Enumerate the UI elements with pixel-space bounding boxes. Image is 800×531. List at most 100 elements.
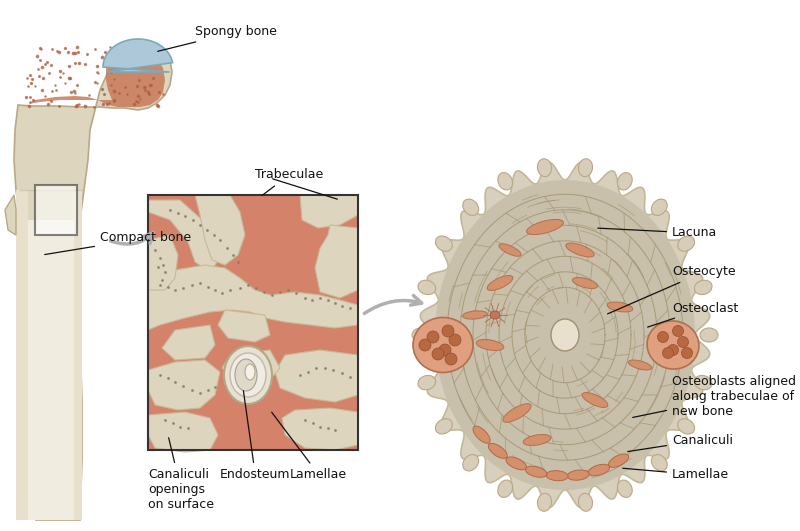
Polygon shape <box>14 42 172 520</box>
Ellipse shape <box>462 199 478 216</box>
Polygon shape <box>148 265 358 330</box>
Ellipse shape <box>582 392 608 407</box>
Text: Osteocyte: Osteocyte <box>607 266 736 314</box>
Circle shape <box>449 334 461 346</box>
Ellipse shape <box>651 199 667 216</box>
Ellipse shape <box>490 311 500 319</box>
FancyArrowPatch shape <box>110 233 154 244</box>
Ellipse shape <box>546 470 568 481</box>
Ellipse shape <box>473 426 490 443</box>
Circle shape <box>682 347 693 358</box>
Ellipse shape <box>538 493 551 511</box>
Ellipse shape <box>506 457 526 470</box>
Ellipse shape <box>551 319 579 351</box>
Ellipse shape <box>628 360 652 370</box>
Ellipse shape <box>498 480 513 498</box>
Ellipse shape <box>230 353 266 397</box>
Ellipse shape <box>435 236 452 251</box>
Circle shape <box>673 326 683 337</box>
Ellipse shape <box>588 464 610 476</box>
Circle shape <box>442 325 454 337</box>
Polygon shape <box>148 412 218 452</box>
Ellipse shape <box>618 480 632 498</box>
Text: Lacuna: Lacuna <box>598 227 718 239</box>
Bar <box>35 185 77 235</box>
Polygon shape <box>222 350 280 382</box>
Ellipse shape <box>476 339 504 350</box>
Ellipse shape <box>245 364 255 380</box>
Ellipse shape <box>651 455 667 471</box>
Polygon shape <box>162 325 215 360</box>
Ellipse shape <box>418 280 436 295</box>
Circle shape <box>667 345 678 355</box>
Ellipse shape <box>694 280 712 295</box>
Ellipse shape <box>578 159 593 177</box>
Text: Osteoclast: Osteoclast <box>648 302 738 327</box>
Text: Osteoblasts aligned
along trabeculae of
new bone: Osteoblasts aligned along trabeculae of … <box>633 375 796 418</box>
Text: Endosteum: Endosteum <box>220 391 290 481</box>
Circle shape <box>419 339 431 351</box>
Polygon shape <box>148 200 220 272</box>
Polygon shape <box>218 310 270 342</box>
Circle shape <box>658 331 669 342</box>
Ellipse shape <box>412 328 430 342</box>
Text: Lamellae: Lamellae <box>622 468 729 482</box>
Ellipse shape <box>499 244 521 256</box>
Polygon shape <box>282 408 358 450</box>
Polygon shape <box>22 46 165 108</box>
Ellipse shape <box>435 419 452 434</box>
Ellipse shape <box>488 443 507 458</box>
Polygon shape <box>148 360 220 410</box>
Polygon shape <box>5 195 16 235</box>
Polygon shape <box>315 225 358 298</box>
Ellipse shape <box>647 321 699 369</box>
Ellipse shape <box>678 419 694 434</box>
Circle shape <box>445 353 457 365</box>
Ellipse shape <box>578 493 593 511</box>
Polygon shape <box>148 235 178 290</box>
Polygon shape <box>195 195 245 265</box>
Text: Compact bone: Compact bone <box>45 232 191 254</box>
Circle shape <box>432 348 444 360</box>
Ellipse shape <box>487 276 513 290</box>
Ellipse shape <box>618 173 632 190</box>
Polygon shape <box>103 39 173 72</box>
Ellipse shape <box>607 302 633 312</box>
Text: Lamellae: Lamellae <box>272 412 347 481</box>
Bar <box>28 220 74 520</box>
Ellipse shape <box>462 455 478 471</box>
Ellipse shape <box>538 159 551 177</box>
Ellipse shape <box>503 404 531 422</box>
Ellipse shape <box>678 236 694 251</box>
Polygon shape <box>16 190 28 520</box>
Polygon shape <box>275 350 358 402</box>
Polygon shape <box>74 190 82 520</box>
Polygon shape <box>300 195 358 228</box>
Text: Canaliculi: Canaliculi <box>628 433 733 451</box>
Circle shape <box>427 331 439 343</box>
Circle shape <box>439 344 451 356</box>
Circle shape <box>678 337 689 347</box>
Ellipse shape <box>566 243 594 257</box>
Ellipse shape <box>418 375 436 390</box>
Polygon shape <box>435 180 695 490</box>
Ellipse shape <box>572 278 598 288</box>
Ellipse shape <box>235 359 257 391</box>
Bar <box>148 195 358 450</box>
Ellipse shape <box>609 454 629 467</box>
Ellipse shape <box>523 434 551 446</box>
Ellipse shape <box>526 219 563 235</box>
Text: Canaliculi
openings
on surface: Canaliculi openings on surface <box>148 438 214 511</box>
Ellipse shape <box>413 318 473 373</box>
Ellipse shape <box>694 375 712 390</box>
Ellipse shape <box>526 466 547 477</box>
Circle shape <box>662 347 674 358</box>
FancyArrowPatch shape <box>364 296 422 313</box>
Ellipse shape <box>462 311 487 319</box>
Ellipse shape <box>700 328 718 342</box>
Polygon shape <box>420 162 710 508</box>
Ellipse shape <box>498 173 513 190</box>
Text: Trabeculae: Trabeculae <box>255 168 323 195</box>
Ellipse shape <box>567 470 589 480</box>
Ellipse shape <box>224 346 272 404</box>
